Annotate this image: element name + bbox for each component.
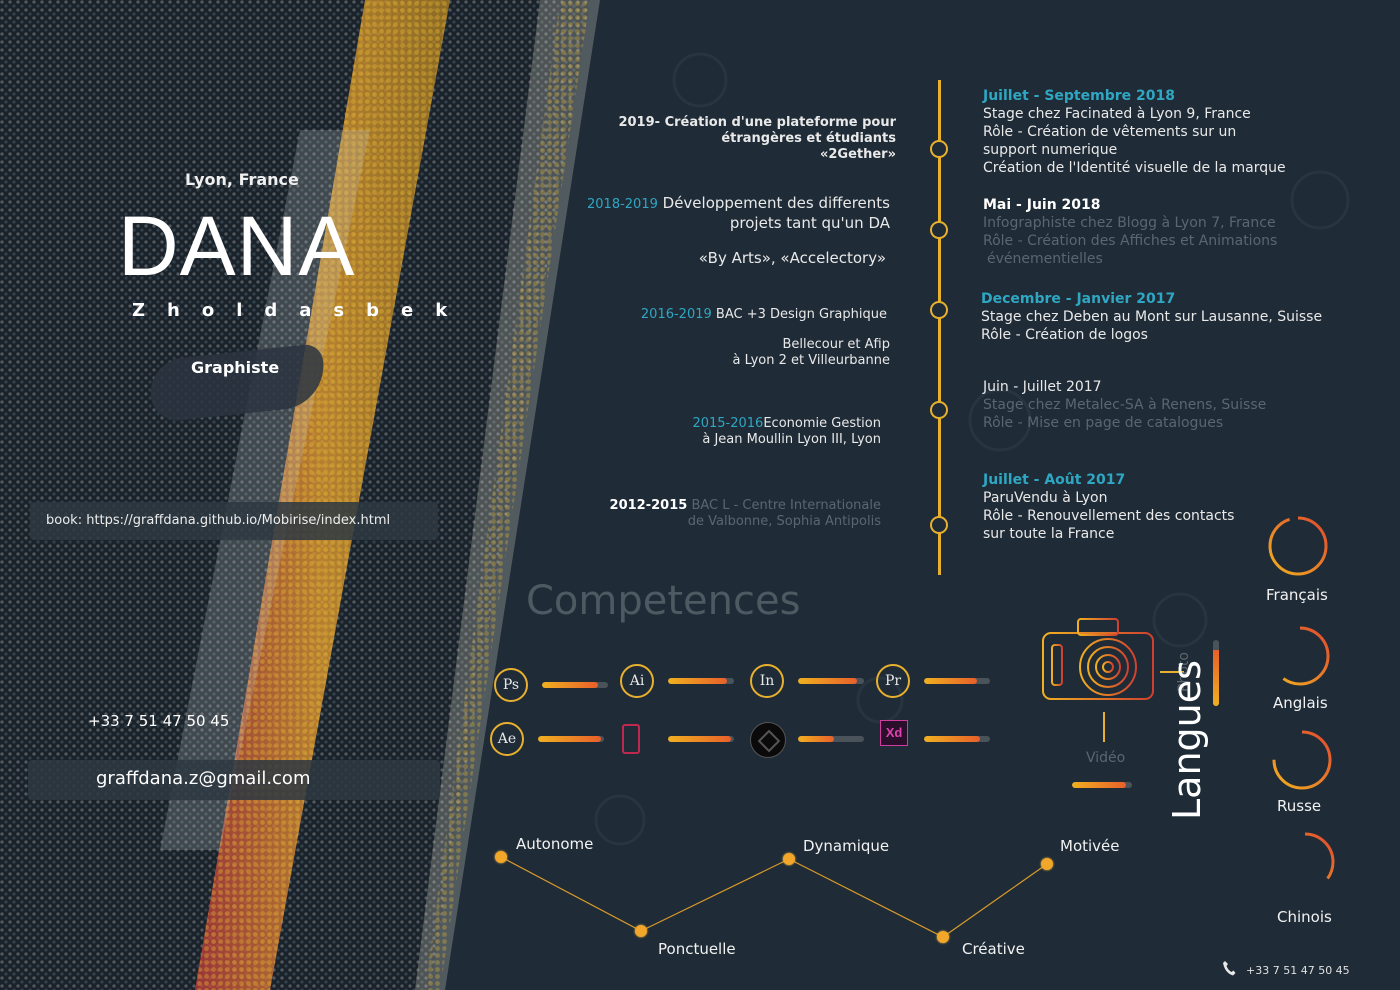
education-years: 2015-2016 [692, 416, 764, 431]
education-item: 2016-2019 BAC +3 Design Graphique Bellec… [640, 307, 890, 368]
photo-level-bar [1213, 640, 1219, 706]
language-ring [1270, 626, 1330, 686]
skill-level-fill [924, 678, 977, 684]
education-item: 2019- Création d'une plateforme pour étr… [618, 115, 896, 162]
timeline-line [938, 80, 941, 575]
skill-level-bar [924, 736, 990, 742]
skill-level-bar [924, 678, 990, 684]
education-years: 2016-2019 [640, 307, 712, 322]
video-connector [1103, 712, 1105, 742]
phone-icon [1223, 961, 1236, 976]
quality-dot [635, 925, 647, 937]
language-ring [1272, 730, 1332, 790]
experience-date: Mai - Juin 2018 [983, 197, 1101, 213]
quality-label: Ponctuelle [658, 940, 736, 958]
skill-level-bar [798, 736, 864, 742]
skill-level-fill [798, 678, 858, 684]
skill-level-bar [668, 678, 734, 684]
timeline-node [930, 301, 948, 319]
sketch-app-icon [750, 722, 786, 758]
skill-ps-icon: Ps [494, 668, 528, 702]
photo-connector [1160, 671, 1184, 673]
quality-label: Motivée [1060, 837, 1120, 855]
experience-date: Decembre - Janvier 2017 [981, 291, 1176, 307]
skill-level-bar [668, 736, 734, 742]
language-ring-arc [1272, 730, 1332, 790]
education-item: 2012-2015 BAC L - Centre Internationale … [609, 498, 881, 529]
skills-title: Competences [526, 578, 801, 624]
experience-item: Decembre - Janvier 2017 Stage chez Deben… [981, 290, 1341, 344]
education-years: 2018-2019 [587, 197, 658, 212]
skill-ai-icon: Ai [620, 664, 654, 698]
video-level-fill [1072, 782, 1126, 788]
skill-level-fill [668, 678, 728, 684]
language-ring [1275, 832, 1335, 892]
experience-item: Juin - Juillet 2017 Stage chez Metalec-S… [983, 378, 1323, 432]
quality-dot [783, 853, 795, 865]
skill-level-bar [538, 736, 604, 742]
skill-level-bar [542, 682, 608, 688]
timeline-node [930, 140, 948, 158]
video-level-bar [1072, 782, 1132, 788]
experience-date: Juillet - Août 2017 [983, 472, 1126, 488]
city-label: Lyon, France [185, 170, 299, 189]
education-item: 2018-2019 Développement des differents p… [587, 194, 890, 267]
language-label: Anglais [1273, 694, 1328, 712]
language-label: Russe [1277, 797, 1322, 815]
language-ring-arc [1270, 626, 1330, 686]
role-title: Graphiste [191, 358, 280, 377]
quality-dot [1041, 858, 1053, 870]
skill-in-icon: In [750, 664, 784, 698]
photo-level-fill [1213, 649, 1219, 706]
education-years: 2012-2015 [609, 498, 688, 513]
last-name: Zholdasbek [132, 300, 470, 321]
experience-item: Juillet - Septembre 2018 Stage chez Faci… [983, 87, 1323, 177]
experience-date: Juillet - Septembre 2018 [983, 88, 1175, 104]
skill-level-bar [798, 678, 864, 684]
timeline-node [930, 221, 948, 239]
skill-level-fill [538, 736, 601, 742]
skill-xd-icon: Xd [880, 720, 908, 746]
experience-date: Juin - Juillet 2017 [983, 379, 1102, 395]
quality-dot [937, 931, 949, 943]
skill-level-fill [924, 736, 981, 742]
quality-label: Créative [962, 940, 1025, 958]
experience-item: Mai - Juin 2018 Infographiste chez Blogg… [983, 196, 1323, 268]
language-ring-arc [1268, 516, 1328, 576]
portfolio-link-box[interactable] [30, 502, 438, 540]
phone-number: +33 7 51 47 50 45 [88, 712, 230, 730]
language-ring [1268, 516, 1328, 576]
language-label: Chinois [1277, 908, 1332, 926]
timeline-node [930, 516, 948, 534]
skill-level-fill [542, 682, 599, 688]
first-name: DANA [118, 199, 356, 293]
language-ring-arc [1275, 832, 1335, 892]
experience-item: Juillet - Août 2017 ParuVendu à Lyon Rôl… [983, 471, 1283, 543]
language-label: Français [1266, 586, 1328, 604]
mobile-design-icon [622, 724, 640, 754]
skill-level-fill [668, 736, 731, 742]
skill-pr-icon: Pr [876, 664, 910, 698]
languages-title: Langues [1165, 660, 1209, 820]
quality-label: Dynamique [803, 837, 890, 855]
email-box[interactable] [28, 760, 440, 800]
quality-dot [495, 851, 507, 863]
portfolio-link[interactable]: book: https://graffdana.github.io/Mobiri… [46, 513, 391, 528]
phone-number-footer: +33 7 51 47 50 45 [1246, 964, 1350, 977]
quality-label: Autonome [516, 835, 594, 853]
education-item: 2015-2016Economie Gestion à Jean Moullin… [692, 416, 881, 447]
video-label: Vidéo [1086, 750, 1126, 766]
skill-level-fill [798, 736, 835, 742]
education-years: 2019- [618, 115, 661, 130]
camera-icon [1042, 618, 1154, 700]
email-address[interactable]: graffdana.z@gmail.com [96, 768, 311, 789]
skill-ae-icon: Ae [490, 722, 524, 756]
timeline-node [930, 401, 948, 419]
